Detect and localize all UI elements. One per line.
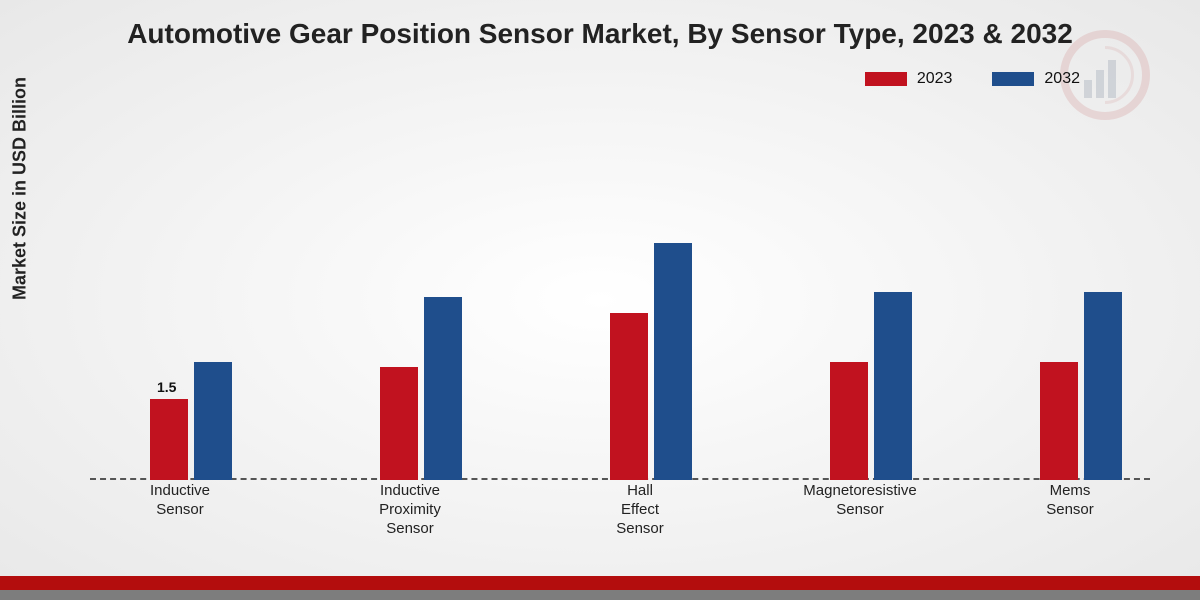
legend-label-2032: 2032 bbox=[1044, 70, 1080, 88]
chart-page: Automotive Gear Position Sensor Market, … bbox=[0, 0, 1200, 600]
legend-label-2023: 2023 bbox=[917, 70, 953, 88]
x-tick-label: MagnetoresistiveSensor bbox=[790, 482, 930, 520]
x-tick-label: HallEffectSensor bbox=[570, 482, 710, 538]
x-tick-label: InductiveSensor bbox=[110, 482, 250, 520]
bar-value-label: 1.5 bbox=[157, 379, 176, 395]
bar bbox=[1040, 362, 1078, 480]
x-axis-labels: InductiveSensor InductiveProximitySensor H… bbox=[90, 482, 1150, 542]
bar bbox=[194, 362, 232, 480]
legend-item-2032: 2032 bbox=[992, 70, 1080, 88]
y-axis-label: Market Size in USD Billion bbox=[10, 77, 31, 300]
legend: 2023 2032 bbox=[865, 70, 1080, 88]
bar bbox=[830, 362, 868, 480]
bar bbox=[874, 292, 912, 480]
chart-title: Automotive Gear Position Sensor Market, … bbox=[0, 18, 1200, 50]
x-tick-label: MemsSensor bbox=[1000, 482, 1140, 520]
x-tick-label: InductiveProximitySensor bbox=[340, 482, 480, 538]
bar bbox=[654, 243, 692, 480]
legend-swatch-2023 bbox=[865, 72, 907, 86]
bar bbox=[610, 313, 648, 480]
legend-swatch-2032 bbox=[992, 72, 1034, 86]
footer-stripe-red bbox=[0, 576, 1200, 590]
bar bbox=[380, 367, 418, 480]
bar bbox=[1084, 292, 1122, 480]
bar bbox=[424, 297, 462, 480]
bar bbox=[150, 399, 188, 480]
legend-item-2023: 2023 bbox=[865, 70, 953, 88]
footer-stripe-grey bbox=[0, 590, 1200, 600]
plot-area: 1.5 bbox=[90, 130, 1150, 480]
